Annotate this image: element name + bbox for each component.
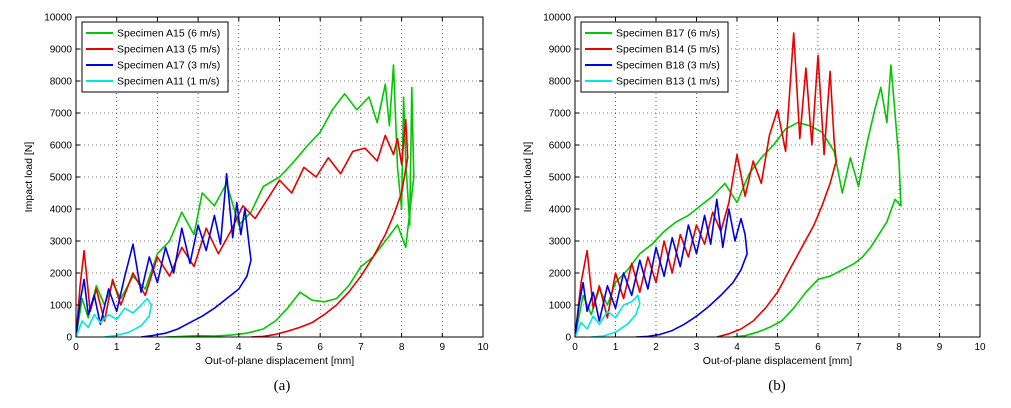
legend-label-0: Specimen A15 (6 m/s) bbox=[117, 28, 220, 40]
y-tick-label: 8000 bbox=[549, 77, 572, 88]
series-line-0 bbox=[575, 64, 902, 337]
y-tick-label: 0 bbox=[66, 333, 72, 344]
legend-label-3: Specimen B13 (1 m/s) bbox=[616, 76, 720, 88]
y-tick-label: 2000 bbox=[549, 269, 572, 280]
series-line-1 bbox=[76, 118, 409, 337]
x-tick-label: 10 bbox=[477, 342, 489, 353]
y-tick-label: 7000 bbox=[50, 109, 73, 120]
series-line-2 bbox=[76, 173, 252, 337]
y-tick-label: 9000 bbox=[50, 45, 73, 56]
x-tick-label: 7 bbox=[856, 342, 862, 353]
x-tick-label: 3 bbox=[694, 342, 700, 353]
y-tick-label: 4000 bbox=[549, 205, 572, 216]
x-tick-label: 5 bbox=[277, 342, 283, 353]
series-line-3 bbox=[76, 297, 153, 337]
x-tick-label: 1 bbox=[613, 342, 619, 353]
y-tick-label: 5000 bbox=[549, 173, 572, 184]
x-tick-label: 6 bbox=[815, 342, 821, 353]
legend-label-0: Specimen B17 (6 m/s) bbox=[616, 28, 720, 40]
legend-label-3: Specimen A11 (1 m/s) bbox=[117, 76, 220, 88]
x-tick-label: 0 bbox=[73, 342, 79, 353]
x-tick-label: 5 bbox=[775, 342, 781, 353]
x-tick-label: 2 bbox=[155, 342, 161, 353]
x-axis-title: Out-of-plane displacement [mm] bbox=[703, 355, 852, 367]
legend-label-1: Specimen A13 (5 m/s) bbox=[117, 44, 220, 56]
y-tick-label: 10000 bbox=[543, 13, 571, 24]
x-tick-label: 8 bbox=[399, 342, 405, 353]
y-axis-title: Impact load [N] bbox=[23, 142, 35, 213]
x-tick-label: 4 bbox=[734, 342, 740, 353]
series-line-3 bbox=[575, 294, 641, 337]
y-tick-label: 3000 bbox=[549, 237, 572, 248]
legend: Specimen B17 (6 m/s) Specimen B14 (5 m/s)… bbox=[580, 21, 729, 93]
series-line-0 bbox=[76, 64, 415, 337]
legend-label-1: Specimen B14 (5 m/s) bbox=[616, 44, 720, 56]
x-tick-label: 7 bbox=[358, 342, 364, 353]
y-tick-label: 7000 bbox=[549, 109, 572, 120]
y-tick-label: 2000 bbox=[50, 269, 73, 280]
y-tick-label: 0 bbox=[565, 333, 571, 344]
y-tick-label: 10000 bbox=[44, 13, 72, 24]
x-axis-title: Out-of-plane displacement [mm] bbox=[205, 355, 354, 367]
x-tick-label: 0 bbox=[572, 342, 578, 353]
legend-label-2: Specimen B18 (3 m/s) bbox=[616, 60, 720, 72]
y-axis-title: Impact load [N] bbox=[522, 142, 534, 213]
y-tick-label: 5000 bbox=[50, 173, 73, 184]
y-tick-label: 9000 bbox=[549, 45, 572, 56]
x-tick-label: 1 bbox=[114, 342, 120, 353]
series-line-2 bbox=[575, 198, 748, 337]
chart-panel-a: 0 1 2 3 4 5 6 7 8 9 10 0 1000 2000 3000 4000 5000 6000 700… bbox=[23, 13, 489, 395]
panel-label: (b) bbox=[768, 378, 786, 394]
y-tick-label: 6000 bbox=[549, 141, 572, 152]
x-tick-label: 9 bbox=[440, 342, 446, 353]
legend-label-2: Specimen A17 (3 m/s) bbox=[117, 60, 220, 72]
x-tick-label: 2 bbox=[653, 342, 659, 353]
x-tick-label: 10 bbox=[974, 342, 986, 353]
y-tick-label: 1000 bbox=[549, 301, 572, 312]
series-line-1 bbox=[575, 32, 838, 337]
y-tick-label: 4000 bbox=[50, 205, 73, 216]
chart-panel-b: 0 1 2 3 4 5 6 7 8 9 10 0 1000 2000 3000 4000 5000 6000 700… bbox=[522, 13, 986, 395]
x-tick-label: 9 bbox=[937, 342, 943, 353]
legend: Specimen A15 (6 m/s) Specimen A13 (5 m/s)… bbox=[81, 21, 229, 93]
y-tick-label: 6000 bbox=[50, 141, 73, 152]
x-tick-label: 8 bbox=[896, 342, 902, 353]
y-tick-label: 1000 bbox=[50, 301, 73, 312]
x-tick-label: 4 bbox=[236, 342, 242, 353]
y-tick-label: 3000 bbox=[50, 237, 73, 248]
x-tick-label: 6 bbox=[317, 342, 323, 353]
x-tick-label: 3 bbox=[195, 342, 201, 353]
panel-label: (a) bbox=[274, 378, 291, 394]
y-tick-label: 8000 bbox=[50, 77, 73, 88]
